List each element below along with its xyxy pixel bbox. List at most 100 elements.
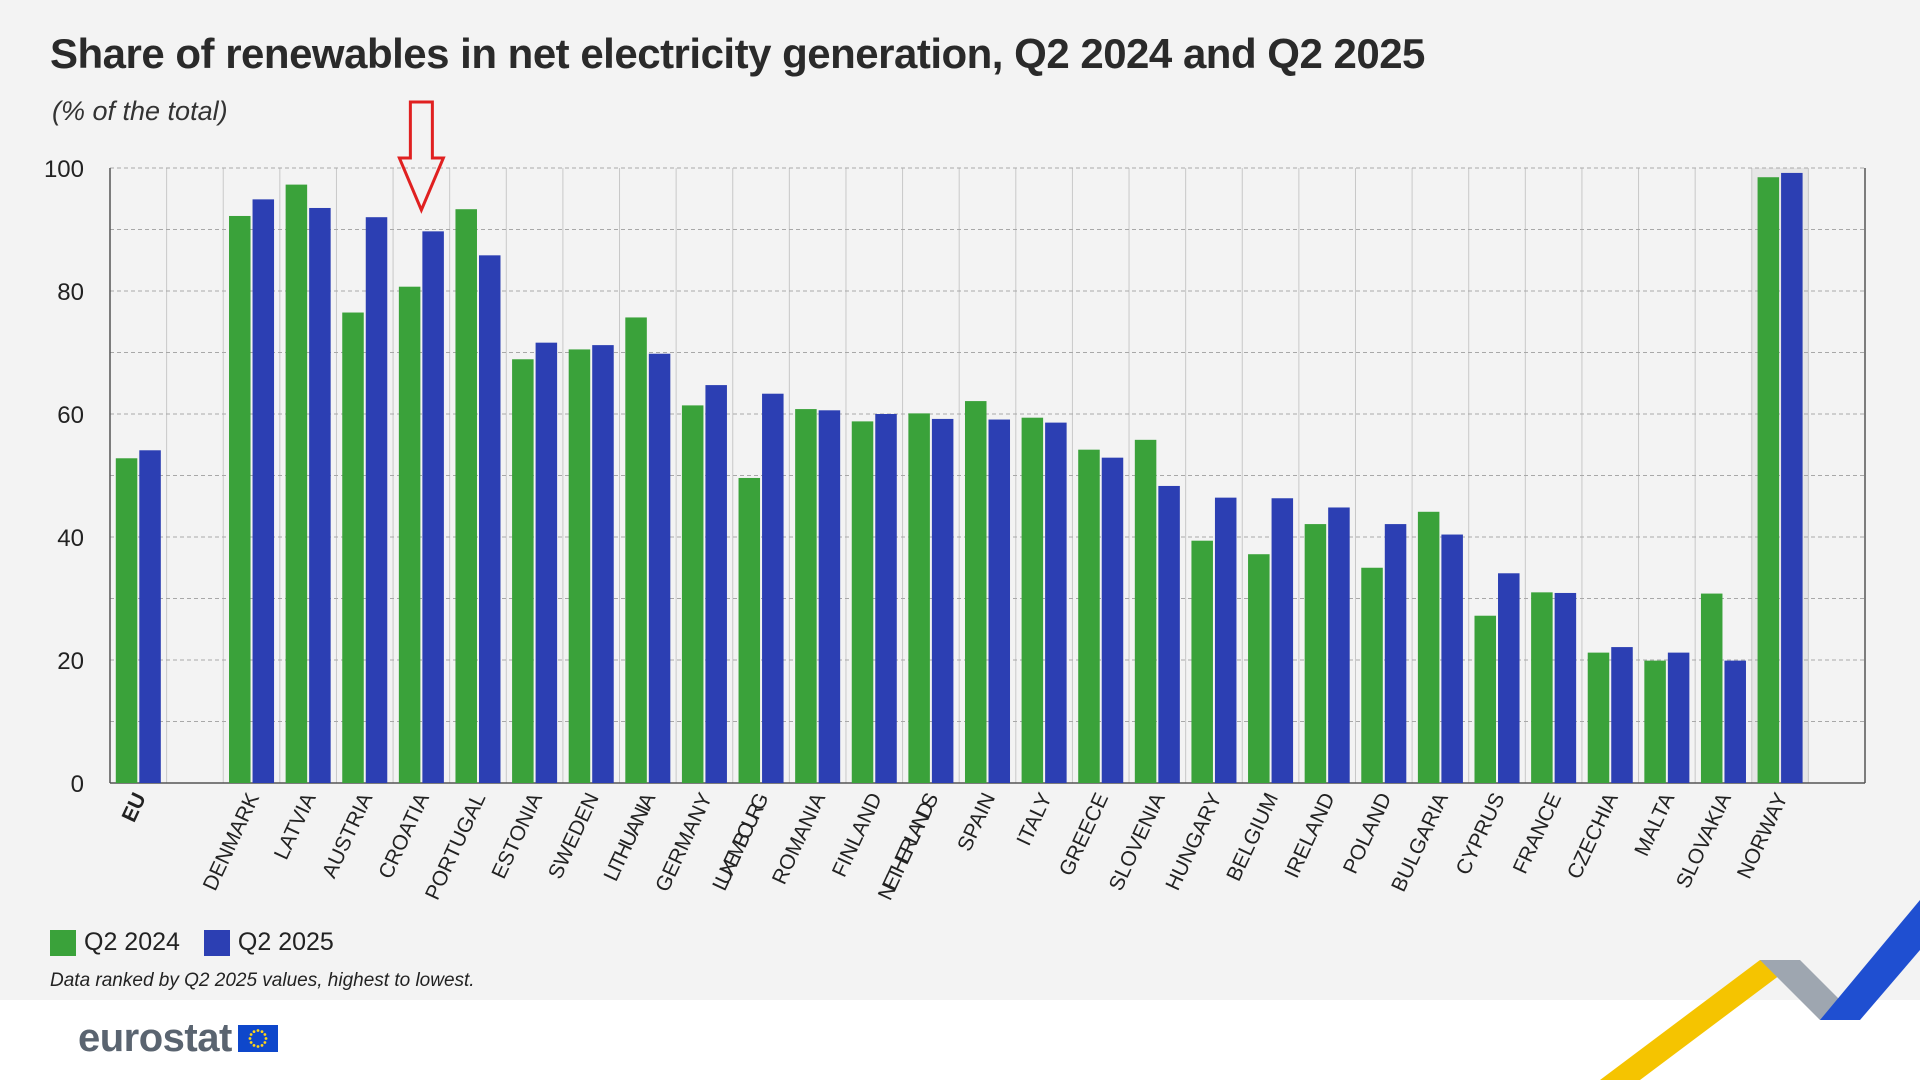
x-tick-label-romania: ROMANIA [768,789,830,888]
x-tick-label-finland: FINLAND [828,789,887,880]
bar-q2-2024-italy [1021,417,1044,783]
legend-item-q2-2024: Q2 2024 [50,928,180,957]
bar-q2-2025-germany [705,385,727,783]
x-tick-label-poland: POLAND [1339,789,1396,877]
bar-q2-2024-czechia [1587,652,1610,783]
y-tick-label: 40 [57,525,84,552]
chart-title: Share of renewables in net electricity g… [50,30,1425,77]
x-tick-label-eu: EU [118,789,151,825]
bar-q2-2025-romania [818,410,841,783]
x-tick-label-sweden: SWEDEN [544,789,604,882]
bar-q2-2025-latvia [309,207,331,784]
bar-q2-2025-estonia [535,342,558,783]
bar-q2-2025-lithuania [648,353,671,783]
annotation-arrow-icon [397,100,446,214]
x-tick-label-luxembourg: LUXEMBOURG [708,789,773,894]
x-tick-label-netherlands: NETHERLANDS [874,789,944,903]
bar-q2-2024-france [1531,592,1553,783]
x-tick-label-germany: GERMANY [651,789,717,895]
bar-q2-2025-spain [988,419,1011,783]
x-tick-label-croatia: CROATIA [374,789,434,882]
bar-q2-2025-eu [139,450,161,783]
bar-q2-2024-spain [964,401,987,783]
bar-q2-2024-slovakia [1700,593,1723,783]
bar-q2-2024-netherlands [908,413,930,783]
x-tick-label-france: FRANCE [1509,789,1566,877]
bar-q2-2025-luxembourg [762,393,784,783]
bar-q2-2024-portugal [455,209,477,783]
bar-q2-2025-austria [365,217,388,783]
bar-q2-2024-bulgaria [1417,511,1440,783]
bar-q2-2025-hungary [1214,497,1237,783]
x-tick-label-malta: MALTA [1630,789,1679,859]
x-tick-label-estonia: ESTONIA [487,789,547,882]
bar-q2-2025-finland [875,414,897,783]
bar-q2-2024-germany [681,405,704,783]
bar-q2-2025-denmark [252,199,275,784]
bar-q2-2024-greece [1078,449,1100,783]
legend-label-q2-2025: Q2 2025 [237,928,334,956]
bar-q2-2025-belgium [1271,498,1294,783]
bar-q2-2025-slovenia [1158,485,1180,783]
x-tick-label-cyprus: CYPRUS [1452,789,1510,878]
legend: Q2 2024 Q2 2025 [50,928,348,957]
x-tick-label-belgium: BELGIUM [1222,789,1283,884]
bar-q2-2025-france [1554,592,1577,783]
y-tick-label: 0 [71,771,84,798]
decorative-ribbon-icon [1600,900,1920,1080]
bar-q2-2025-malta [1667,652,1690,783]
bar-q2-2024-hungary [1191,540,1213,783]
eurostat-logo: eurostat [78,1016,278,1061]
bar-q2-2024-denmark [229,215,251,784]
bar-q2-2025-bulgaria [1441,534,1463,783]
bar-q2-2025-norway [1781,172,1803,784]
x-tick-label-spain: SPAIN [953,789,1000,854]
bar-q2-2024-eu [115,458,138,783]
x-tick-label-norway: NORWAY [1733,789,1793,882]
x-tick-label-hungary: HUNGARY [1161,789,1226,894]
legend-item-q2-2025: Q2 2025 [203,928,334,957]
bar-q2-2025-netherlands [931,418,954,783]
bar-q2-2024-luxembourg [738,477,761,783]
logo-wordmark: eurostat [78,1016,232,1060]
x-tick-label-greece: GREECE [1055,789,1113,879]
legend-swatch-q2-2024 [50,929,76,956]
bar-q2-2025-portugal [478,255,501,783]
y-tick-label: 20 [57,648,84,675]
footnote: Data ranked by Q2 2025 values, highest t… [50,970,475,991]
bar-q2-2025-czechia [1611,647,1633,783]
legend-label-q2-2024: Q2 2024 [84,928,180,956]
bar-q2-2025-sweden [592,345,614,783]
x-tick-label-czechia: CZECHIA [1563,789,1623,882]
bar-q2-2024-sweden [568,349,591,783]
bar-q2-2024-slovenia [1134,439,1157,783]
chart-subtitle: (% of the total) [52,96,228,126]
bar-q2-2024-latvia [285,184,308,784]
bar-q2-2024-poland [1361,567,1383,783]
bar-q2-2024-austria [342,312,364,783]
bar-q2-2024-lithuania [625,317,647,783]
bar-q2-2024-ireland [1304,524,1327,783]
bar-q2-2025-cyprus [1498,573,1520,783]
bar-q2-2025-ireland [1328,507,1350,783]
y-tick-label: 60 [57,402,84,429]
x-tick-label-italy: ITALY [1012,789,1056,849]
bar-q2-2025-italy [1045,422,1067,783]
y-tick-label: 100 [44,156,84,183]
x-tick-label-slovenia: SLOVENIA [1105,789,1170,894]
x-tick-label-bulgaria: BULGARIA [1387,789,1453,895]
x-tick-label-portugal: PORTUGAL [421,789,491,903]
bar-q2-2025-poland [1384,524,1407,783]
legend-swatch-q2-2025 [203,929,230,956]
x-tick-label-denmark: DENMARK [199,789,264,894]
bar-q2-2024-romania [795,409,817,783]
bar-q2-2025-greece [1101,457,1124,783]
x-tick-label-slovakia: SLOVAKIA [1672,789,1736,891]
eu-flag-icon [237,1025,278,1052]
bar-q2-2024-cyprus [1474,615,1497,783]
bar-q2-2025-slovakia [1724,660,1746,783]
x-tick-label-austria: AUSTRIA [318,789,377,881]
bar-q2-2024-malta [1644,660,1666,783]
bar-q2-2024-finland [851,421,874,783]
bar-chart: 0 20 40 60 80 100 EU DENMARK LATVIAAUSTRIACROATI… [44,100,1866,904]
